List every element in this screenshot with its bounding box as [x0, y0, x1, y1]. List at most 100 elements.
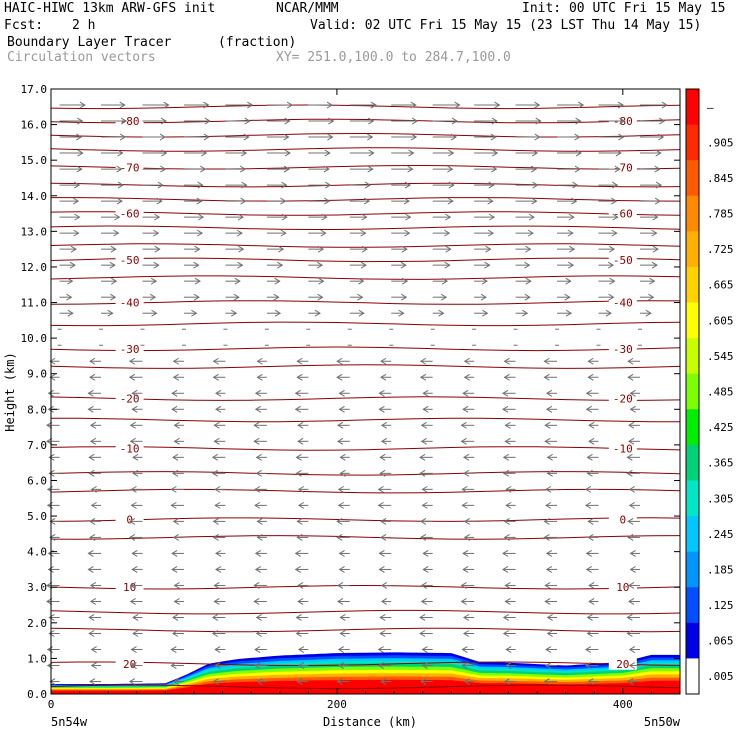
wind-vector-head [89, 437, 97, 445]
wind-vector-head [278, 245, 285, 253]
wind-vector-head [256, 373, 263, 381]
wind-vector-head [171, 549, 178, 557]
wind-vector-head [89, 678, 96, 685]
wind-vector-head [339, 614, 346, 621]
wind-vector-head [460, 598, 467, 605]
field-name: Boundary Layer Tracer [7, 35, 172, 50]
wind-vector-head [626, 614, 633, 621]
contour-label: -20 [120, 393, 140, 406]
wind-vector-head [611, 229, 618, 237]
wind-vector-head [194, 277, 201, 285]
wind-vector-head [87, 566, 94, 573]
wind-vector-head [130, 501, 137, 509]
contour-label: 0 [620, 514, 627, 527]
wind-vector-head [326, 101, 333, 109]
colorbar-label: .545 [707, 350, 734, 363]
wind-vector-head [546, 614, 553, 621]
wind-vector-head [90, 485, 97, 493]
wind-vector-head [316, 261, 324, 269]
wind-vector-head [545, 501, 552, 509]
wind-vector-head [337, 501, 345, 509]
colorbar-swatch [686, 409, 699, 446]
x-axis-label: Distance (km) [323, 715, 417, 729]
temperature-contour [50, 257, 681, 263]
wind-vector-head [358, 309, 365, 317]
wind-vector-head [484, 261, 491, 269]
wind-vector-head [327, 133, 334, 141]
wind-vector-head [321, 213, 328, 221]
wind-vector-head [588, 598, 595, 605]
wind-vector-head [213, 582, 220, 589]
wind-vector-head [611, 197, 618, 205]
wind-vector-head [487, 229, 495, 237]
wind-vector-head [46, 437, 53, 445]
wind-vector-head [564, 293, 571, 301]
y-tick-label: 8.0 [27, 403, 47, 416]
wind-vector-head [281, 181, 288, 189]
wind-vector-head [585, 566, 592, 573]
wind-vector-head [403, 197, 410, 205]
wind-vector-head [422, 566, 429, 573]
wind-vector-head [338, 566, 345, 573]
wind-vector-head [361, 213, 368, 221]
wind-vector-head [241, 181, 248, 189]
wind-vector-head [419, 678, 427, 685]
wind-vector-head [535, 117, 542, 125]
y-tick-label: 11.0 [21, 297, 48, 310]
wind-vector-head [454, 101, 461, 109]
wind-vector-head [296, 373, 303, 381]
wind-vector-head [295, 469, 302, 477]
wind-vector-head [587, 357, 594, 365]
wind-vector-head [585, 389, 592, 397]
wind-vector-head [107, 309, 114, 317]
wind-vector-head [462, 469, 470, 477]
wind-vector-head [626, 469, 633, 477]
wind-vector-head [480, 293, 487, 301]
wind-vector-head [132, 453, 139, 461]
wind-vector-head [504, 598, 511, 605]
wind-vector-head [420, 437, 427, 445]
wind-vector-head [48, 453, 55, 461]
wind-vector-head [543, 517, 550, 525]
contour-label-bg [115, 296, 144, 309]
wind-vector-head [612, 213, 619, 221]
colorbar-swatch [686, 516, 699, 553]
wind-vector-head [297, 598, 304, 605]
wind-vector-head [587, 517, 594, 525]
wind-vector-head [575, 117, 582, 125]
colorbar-swatch [686, 480, 699, 517]
colorbar-swatch [686, 231, 699, 268]
wind-vector-head [378, 566, 385, 573]
wind-vector-head [565, 309, 573, 317]
y-tick-label: 15.0 [21, 154, 48, 167]
wind-vector-head [627, 678, 634, 685]
wind-vector-head [157, 181, 164, 189]
wind-vector-head [255, 614, 262, 621]
wind-vector-head [398, 309, 405, 317]
wind-vector-head [297, 662, 305, 669]
wind-vector-head [588, 437, 595, 445]
contour-label: -40 [120, 297, 140, 310]
wind-vector-head [487, 197, 494, 205]
wind-vector-head [543, 678, 550, 685]
wind-vector-head [445, 213, 452, 221]
wind-vector-head [629, 389, 636, 397]
wind-vector-head [422, 389, 429, 397]
wind-vector-head [380, 598, 388, 605]
y-axis-label: Height (km) [3, 352, 17, 431]
wind-vector-head [114, 213, 121, 221]
wind-vector-head [171, 630, 179, 637]
temperature-contour [50, 118, 681, 124]
contour-label: -20 [613, 393, 633, 406]
y-tick-label: 12.0 [21, 261, 48, 274]
wind-vector-head [575, 149, 582, 157]
wind-vector-head [119, 133, 127, 141]
wind-vector-head [659, 117, 666, 125]
wind-vector-head [170, 646, 177, 653]
wind-vector-head [296, 678, 303, 685]
wind-vector-head [337, 437, 344, 445]
wind-vector-head [368, 117, 375, 125]
wind-vector-head [337, 421, 344, 429]
wind-vector-head [503, 533, 510, 541]
wind-vector-head [339, 453, 346, 461]
